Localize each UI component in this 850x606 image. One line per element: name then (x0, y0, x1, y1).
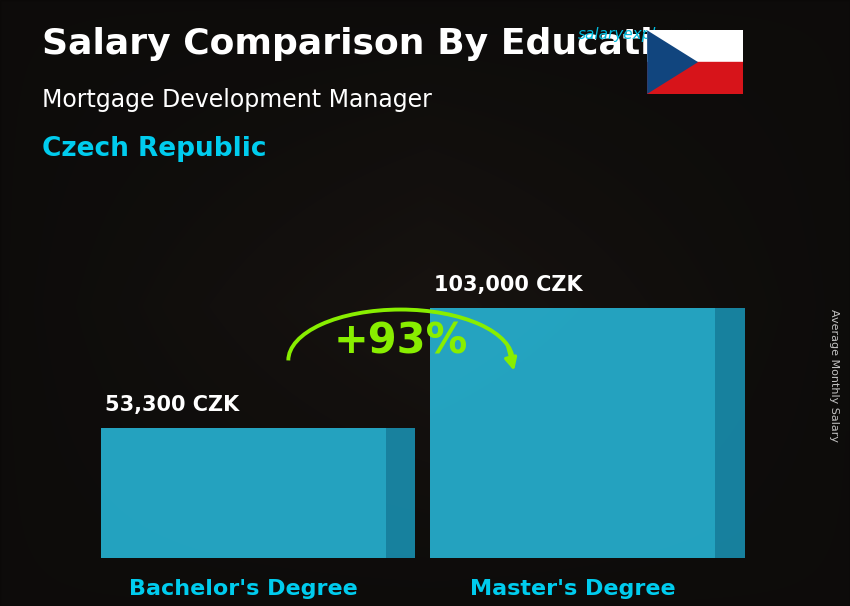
Text: Average Monthly Salary: Average Monthly Salary (829, 309, 839, 442)
Text: Mortgage Development Manager: Mortgage Development Manager (42, 88, 433, 112)
Text: Salary Comparison By Education: Salary Comparison By Education (42, 27, 704, 61)
Text: Master's Degree: Master's Degree (470, 579, 676, 599)
Bar (647, 30, 743, 62)
Text: 53,300 CZK: 53,300 CZK (105, 395, 240, 415)
Text: Czech Republic: Czech Republic (42, 136, 267, 162)
FancyBboxPatch shape (101, 428, 386, 558)
Text: +93%: +93% (333, 320, 468, 362)
Polygon shape (715, 308, 745, 558)
Text: Bachelor's Degree: Bachelor's Degree (129, 579, 358, 599)
Text: 103,000 CZK: 103,000 CZK (434, 275, 583, 295)
FancyBboxPatch shape (430, 308, 715, 558)
Polygon shape (647, 30, 698, 94)
Bar (647, 62, 743, 94)
Text: salaryexplorer.com: salaryexplorer.com (578, 27, 724, 42)
Polygon shape (386, 428, 416, 558)
